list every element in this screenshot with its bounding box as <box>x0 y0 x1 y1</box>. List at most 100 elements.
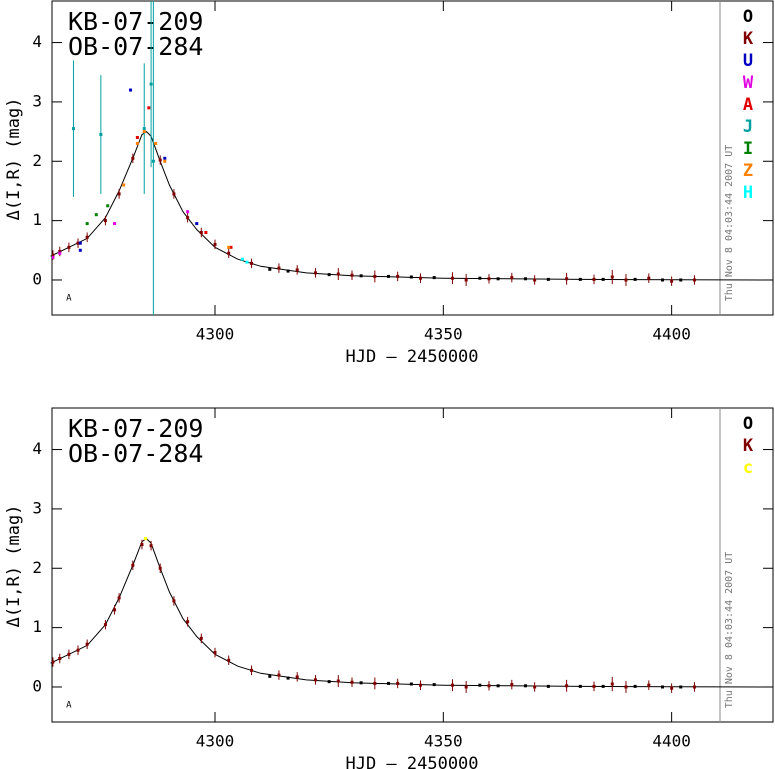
plot-frame <box>51 0 774 316</box>
data-point <box>199 636 203 640</box>
y-tick-label: 3 <box>32 498 42 517</box>
data-point <box>163 159 167 163</box>
data-point <box>336 679 340 683</box>
panel: 4300 4350 4400 0 1 2 3 4 HJD – 2450000 Δ(I,R) (ma… <box>4 407 774 769</box>
data-point <box>117 596 121 600</box>
data-point <box>227 245 231 249</box>
data-point <box>58 249 62 253</box>
subtitle: OB-07-284 <box>68 32 203 61</box>
data-point <box>67 245 71 249</box>
data-point <box>129 88 133 92</box>
data-point <box>313 271 317 275</box>
data-point <box>213 242 217 246</box>
data-point <box>99 133 103 137</box>
annotation: A <box>66 700 72 710</box>
data-point <box>396 274 400 278</box>
data-point <box>195 222 199 226</box>
data-point <box>610 275 614 279</box>
data-point <box>496 277 500 281</box>
data-point <box>213 651 217 655</box>
data-point <box>154 141 158 145</box>
data-point <box>524 277 528 281</box>
legend-entry: K <box>743 436 754 456</box>
data-point <box>142 127 146 131</box>
x-tick-label: 4300 <box>196 325 235 344</box>
data-point <box>158 566 162 570</box>
data-point <box>601 277 605 281</box>
y-axis-label: Δ(I,R) (mag) <box>4 98 24 221</box>
y-tick-label: 1 <box>32 617 42 636</box>
data-point <box>373 681 377 685</box>
data-point <box>578 277 582 281</box>
data-point <box>227 251 231 255</box>
data-point <box>58 251 62 255</box>
legend-entry: O <box>743 7 753 27</box>
data-point <box>52 660 55 664</box>
data-point <box>409 682 413 686</box>
legend-entry: I <box>743 139 753 159</box>
title: KB-07-209 <box>68 414 203 443</box>
data-point <box>432 683 436 687</box>
data-point <box>117 192 121 196</box>
data-point <box>373 274 377 278</box>
data-point <box>478 683 482 687</box>
data-point <box>52 255 55 259</box>
data-point <box>327 680 331 684</box>
data-point <box>510 276 514 280</box>
legend-entry: J <box>743 117 753 137</box>
model-curve <box>50 130 773 281</box>
data-point <box>350 273 354 277</box>
data-point <box>533 685 537 689</box>
x-axis-label: HJD – 2450000 <box>345 347 478 367</box>
data-point <box>78 248 82 252</box>
legend-entry: U <box>743 51 753 71</box>
data-point <box>186 216 190 220</box>
legend-entry: W <box>743 73 754 93</box>
data-point <box>113 608 117 612</box>
data-point <box>58 656 62 660</box>
data-point <box>409 275 413 279</box>
x-tick-label: 4400 <box>652 325 691 344</box>
timestamp: Thu Nov 8 04:03:44 2007 UT <box>724 145 735 302</box>
data-point <box>327 273 331 277</box>
points <box>52 537 696 693</box>
plot-frame <box>51 407 774 723</box>
model-curve <box>50 537 773 688</box>
data-point <box>103 219 107 223</box>
data-point <box>546 277 550 281</box>
y-axis-label: Δ(I,R) (mag) <box>4 505 24 628</box>
data-point <box>147 106 151 110</box>
data-point <box>204 230 208 234</box>
data-point <box>464 278 468 282</box>
data-point <box>149 544 153 548</box>
data-point <box>692 685 696 689</box>
data-point <box>286 676 290 680</box>
x-tick-label: 4350 <box>424 325 463 344</box>
data-point <box>624 278 628 282</box>
data-point <box>432 276 436 280</box>
points <box>52 1 696 315</box>
data-point <box>94 213 98 217</box>
data-point <box>172 192 176 196</box>
data-point <box>135 141 139 145</box>
data-point <box>546 684 550 688</box>
legend-entry: Z <box>743 161 753 181</box>
data-point <box>679 685 683 689</box>
data-point <box>418 276 422 280</box>
data-point <box>103 623 107 627</box>
data-point <box>487 684 491 688</box>
data-point <box>524 684 528 688</box>
data-point <box>387 274 391 278</box>
data-point <box>487 277 491 281</box>
data-point <box>286 269 290 273</box>
data-point <box>52 253 55 257</box>
x-axis-label: HJD – 2450000 <box>345 754 478 769</box>
data-point <box>295 675 299 679</box>
data-point <box>592 277 596 281</box>
legend-entry: O <box>743 414 753 434</box>
data-point <box>268 674 272 678</box>
data-point <box>396 681 400 685</box>
data-point <box>533 278 537 282</box>
y-tick-label: 4 <box>32 32 42 51</box>
